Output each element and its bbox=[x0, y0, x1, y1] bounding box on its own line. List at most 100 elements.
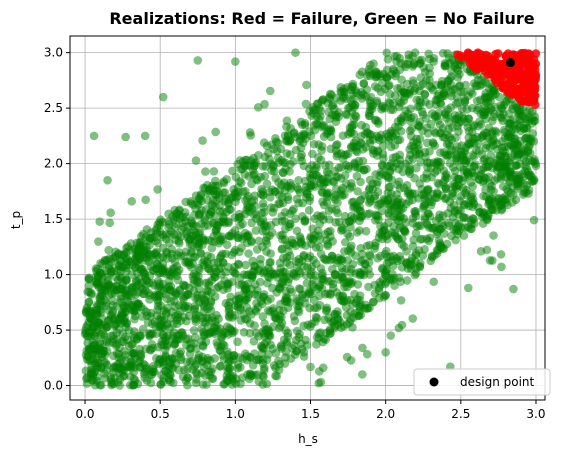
no-failure-point bbox=[247, 270, 257, 280]
no-failure-point bbox=[311, 312, 321, 322]
no-failure-point bbox=[369, 59, 378, 68]
no-failure-point bbox=[234, 291, 244, 301]
no-failure-point bbox=[353, 163, 362, 173]
no-failure-point bbox=[425, 69, 434, 78]
no-failure-point bbox=[148, 343, 157, 353]
no-failure-point bbox=[194, 351, 204, 360]
legend-box bbox=[413, 368, 551, 396]
no-failure-point bbox=[476, 169, 486, 179]
no-failure-point bbox=[240, 286, 249, 296]
no-failure-point bbox=[364, 258, 374, 267]
no-failure-point bbox=[381, 246, 391, 256]
no-failure-point bbox=[252, 174, 261, 184]
no-failure-point bbox=[233, 183, 243, 192]
no-failure-point bbox=[341, 150, 351, 159]
no-failure-point bbox=[409, 60, 418, 69]
no-failure-point bbox=[486, 150, 496, 160]
chart-title: Realizations: Red = Failure, Green = No … bbox=[109, 9, 534, 28]
no-failure-point bbox=[481, 78, 490, 87]
no-failure-point bbox=[370, 191, 380, 201]
no-failure-point bbox=[260, 171, 270, 181]
no-failure-point bbox=[301, 99, 311, 109]
no-failure-point bbox=[432, 112, 442, 121]
no-failure-point bbox=[462, 118, 471, 127]
no-failure-point bbox=[290, 350, 300, 359]
no-failure-point bbox=[269, 203, 279, 213]
no-failure-point bbox=[448, 162, 458, 172]
no-failure-point bbox=[218, 350, 228, 360]
no-failure-point bbox=[151, 248, 161, 258]
no-failure-point bbox=[262, 179, 272, 189]
no-failure-point bbox=[173, 313, 183, 322]
no-failure-point bbox=[254, 377, 264, 386]
no-failure-point bbox=[336, 83, 346, 92]
no-failure-point bbox=[443, 105, 452, 114]
no-failure-point bbox=[166, 377, 175, 386]
failure-point bbox=[501, 51, 511, 61]
no-failure-point bbox=[111, 247, 120, 257]
no-failure-point bbox=[446, 203, 456, 213]
no-failure-point bbox=[286, 285, 295, 294]
no-failure-point bbox=[454, 174, 464, 184]
no-failure-point bbox=[285, 219, 294, 229]
no-failure-point bbox=[410, 48, 420, 58]
no-failure-point bbox=[127, 283, 136, 293]
no-failure-point bbox=[262, 247, 271, 256]
no-failure-point bbox=[423, 163, 432, 172]
no-failure-point bbox=[297, 239, 307, 249]
no-failure-point bbox=[340, 171, 350, 180]
no-failure-point bbox=[97, 301, 106, 310]
failure-point bbox=[516, 72, 526, 82]
no-failure-point bbox=[422, 234, 432, 244]
no-failure-point bbox=[434, 180, 444, 189]
no-failure-point bbox=[168, 354, 177, 363]
no-failure-point bbox=[524, 171, 533, 181]
no-failure-point bbox=[377, 105, 386, 114]
no-failure-point bbox=[358, 343, 367, 353]
no-failure-point bbox=[202, 291, 211, 300]
no-failure-point bbox=[189, 252, 198, 262]
no-failure-point bbox=[229, 351, 239, 360]
no-failure-point bbox=[373, 117, 383, 126]
no-failure-point bbox=[82, 373, 92, 382]
no-failure-point bbox=[513, 152, 523, 162]
no-failure-point bbox=[453, 60, 463, 70]
no-failure-point bbox=[319, 334, 329, 344]
no-failure-point bbox=[258, 359, 268, 368]
no-failure-point bbox=[432, 166, 442, 175]
no-failure-point bbox=[171, 235, 180, 244]
no-failure-point bbox=[142, 246, 152, 256]
no-failure-point bbox=[126, 372, 135, 381]
no-failure-point bbox=[271, 173, 280, 183]
no-failure-point bbox=[403, 186, 413, 196]
no-failure-point bbox=[382, 48, 392, 58]
no-failure-point bbox=[310, 230, 320, 240]
no-failure-point bbox=[472, 96, 482, 106]
no-failure-point bbox=[396, 160, 405, 169]
no-failure-point bbox=[318, 363, 328, 372]
no-failure-point bbox=[436, 241, 445, 250]
no-failure-point bbox=[371, 170, 380, 179]
failure-point bbox=[520, 80, 530, 90]
no-failure-point bbox=[277, 211, 287, 221]
no-failure-point bbox=[441, 182, 451, 192]
no-failure-point bbox=[201, 167, 210, 176]
failure-point bbox=[524, 53, 533, 63]
no-failure-point bbox=[230, 262, 239, 272]
no-failure-point bbox=[448, 212, 458, 222]
no-failure-point bbox=[326, 125, 336, 135]
no-failure-point bbox=[422, 174, 431, 183]
no-failure-point bbox=[468, 189, 477, 199]
no-failure-point bbox=[161, 352, 171, 362]
no-failure-point bbox=[395, 184, 405, 193]
no-failure-point bbox=[197, 368, 206, 378]
legend-marker-design-point bbox=[429, 377, 439, 387]
series-failure bbox=[453, 48, 541, 110]
no-failure-point bbox=[417, 55, 427, 65]
no-failure-point bbox=[508, 104, 517, 114]
no-failure-point bbox=[233, 337, 242, 347]
failure-point bbox=[498, 83, 508, 92]
no-failure-point bbox=[477, 150, 487, 159]
no-failure-point bbox=[391, 71, 400, 81]
